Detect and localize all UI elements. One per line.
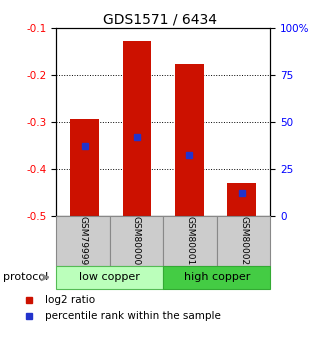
- Bar: [123, 41, 151, 216]
- Text: percentile rank within the sample: percentile rank within the sample: [45, 311, 221, 321]
- Text: protocol: protocol: [3, 273, 48, 282]
- Bar: [175, 64, 204, 216]
- Text: high copper: high copper: [184, 273, 250, 282]
- Bar: [227, 183, 256, 216]
- Bar: [70, 119, 99, 216]
- Text: GSM80001: GSM80001: [186, 216, 195, 265]
- Text: GSM80000: GSM80000: [132, 216, 141, 265]
- Text: log2 ratio: log2 ratio: [45, 295, 95, 305]
- Text: GDS1571 / 6434: GDS1571 / 6434: [103, 12, 217, 26]
- Text: GSM79999: GSM79999: [78, 216, 87, 265]
- Text: low copper: low copper: [79, 273, 140, 282]
- Text: GSM80002: GSM80002: [239, 216, 248, 265]
